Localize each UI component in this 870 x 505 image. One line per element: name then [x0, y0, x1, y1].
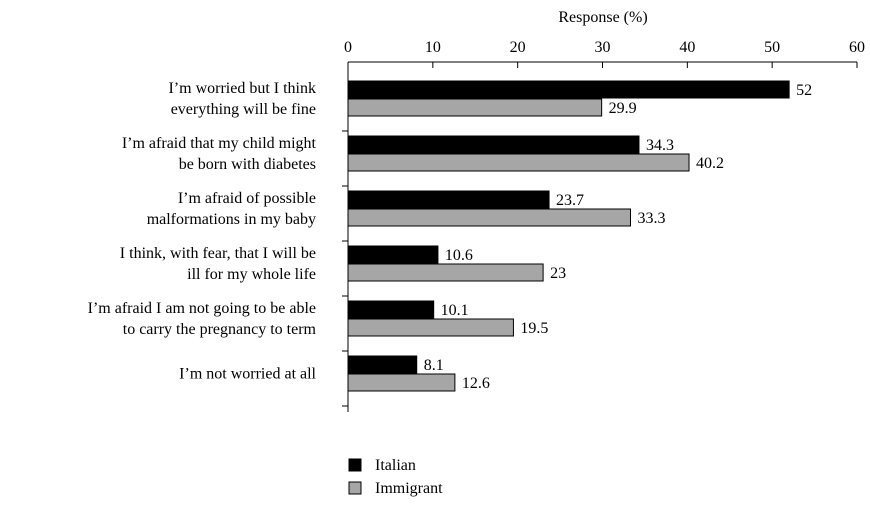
bar-value-label: 8.1	[424, 357, 444, 374]
bar-italian	[347, 135, 640, 154]
category-label: ill for my whole life	[187, 266, 316, 283]
bar-value-label: 19.5	[520, 320, 548, 337]
legend-swatch	[348, 458, 362, 472]
bar-italian	[347, 80, 790, 99]
x-tick-label: 50	[764, 39, 780, 56]
x-tick-label: 30	[595, 39, 611, 56]
x-tick-label: 10	[425, 39, 441, 56]
bar-value-label: 40.2	[696, 155, 724, 172]
category-label: I’m worried but I think	[168, 80, 316, 97]
category-label: malformations in my baby	[147, 211, 316, 228]
category-label: I’m afraid of possible	[178, 190, 316, 207]
category-label: be born with diabetes	[179, 156, 316, 173]
x-tick-label: 20	[510, 39, 526, 56]
category-labels: I’m worried but I think everything will b…	[88, 80, 317, 383]
bar-value-label: 12.6	[462, 375, 490, 392]
x-axis: 0 10 20 30 40 50 60	[342, 39, 865, 412]
bar-value-label: 33.3	[637, 210, 665, 227]
legend: Italian Immigrant	[348, 457, 443, 497]
bars: 52 29.9 34.3 40.2 23.7 33.3 10.6 23 10.1 19.5 8.1 1…	[347, 80, 812, 392]
bar-immigrant	[347, 263, 544, 282]
category-label: I’m afraid that my child might	[122, 135, 317, 152]
bar-immigrant	[347, 318, 514, 337]
bar-immigrant	[347, 208, 631, 227]
bar-italian	[347, 355, 418, 374]
category-label: to carry the pregnancy to term	[123, 321, 317, 338]
bar-value-label: 10.1	[441, 302, 469, 319]
legend-label: Italian	[375, 457, 416, 474]
x-tick-label: 60	[849, 39, 865, 56]
category-label: everything will be fine	[171, 101, 316, 118]
bar-immigrant	[347, 98, 603, 117]
bar-value-label: 34.3	[646, 137, 674, 154]
bar-value-label: 10.6	[445, 247, 473, 264]
category-label: I think, with fear, that I will be	[120, 245, 316, 262]
bar-immigrant	[347, 153, 690, 172]
bar-immigrant	[347, 373, 456, 392]
x-tick-label: 40	[679, 39, 695, 56]
bar-italian	[347, 190, 550, 209]
bar-italian	[347, 245, 439, 264]
legend-label: Immigrant	[375, 480, 443, 497]
bar-value-label: 23.7	[556, 192, 584, 209]
category-label: I’m afraid I am not going to be able	[88, 300, 316, 317]
x-axis-title: Response (%)	[558, 9, 647, 26]
bar-value-label: 29.9	[609, 100, 637, 117]
bar-italian	[347, 300, 435, 319]
bar-value-label: 23	[550, 265, 566, 282]
legend-swatch	[348, 481, 362, 495]
bar-value-label: 52	[796, 82, 812, 99]
x-tick-label: 0	[344, 39, 352, 56]
category-label: I’m not worried at all	[179, 366, 316, 383]
